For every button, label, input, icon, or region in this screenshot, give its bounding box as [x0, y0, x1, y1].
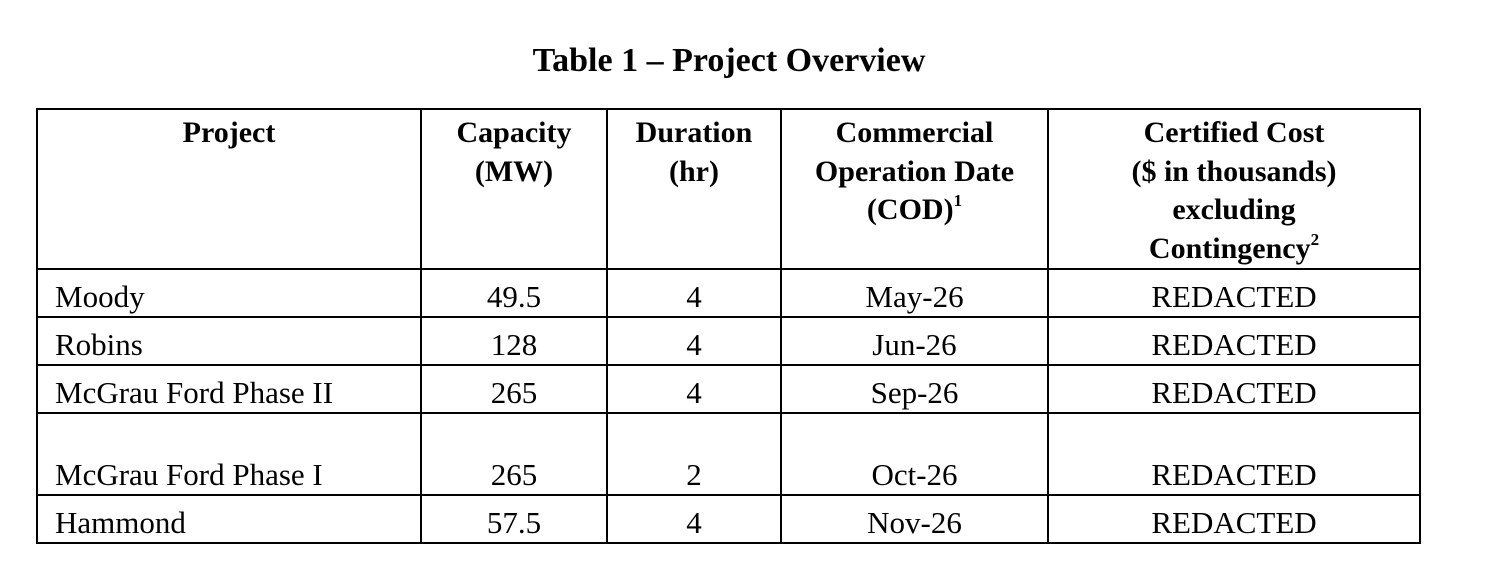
- footnote-marker: 1: [953, 191, 963, 210]
- header-capacity: Capacity (MW): [420, 108, 608, 270]
- cost-cell: REDACTED: [1047, 364, 1421, 414]
- capacity-cell: 265: [420, 412, 608, 496]
- project-cell: McGrau Ford Phase II: [36, 364, 422, 414]
- header-line: (MW): [474, 154, 554, 188]
- table-row: Robins 128 4 Jun-26 REDACTED: [36, 316, 1421, 366]
- capacity-cell: 57.5: [420, 494, 608, 544]
- header-line: ($ in thousands): [1131, 154, 1337, 188]
- cost-cell: REDACTED: [1047, 412, 1421, 496]
- capacity-cell: 265: [420, 364, 608, 414]
- header-line: Operation Date: [814, 154, 1015, 188]
- table-row: Hammond 57.5 4 Nov-26 REDACTED: [36, 494, 1421, 544]
- table-row: McGrau Ford Phase I 265 2 Oct-26 REDACTE…: [36, 412, 1421, 496]
- header-line: Duration: [635, 116, 753, 149]
- cod-cell: Sep-26: [780, 364, 1049, 414]
- header-cod: Commercial Operation Date (COD)1: [780, 108, 1049, 270]
- project-cell: Moody: [36, 268, 422, 318]
- cost-cell: REDACTED: [1047, 268, 1421, 318]
- header-project: Project: [36, 108, 422, 270]
- table-title: Table 1 – Project Overview: [532, 42, 926, 79]
- table-row: McGrau Ford Phase II 265 4 Sep-26 REDACT…: [36, 364, 1421, 414]
- duration-cell: 4: [606, 316, 782, 366]
- duration-cell: 4: [606, 494, 782, 544]
- table-row: Moody 49.5 4 May-26 REDACTED: [36, 268, 1421, 318]
- cod-cell: May-26: [780, 268, 1049, 318]
- header-line: excluding: [1172, 193, 1296, 226]
- project-cell: McGrau Ford Phase I: [36, 412, 422, 496]
- header-line: Contingency: [1148, 231, 1311, 265]
- footnote-marker: 2: [1310, 229, 1320, 249]
- cost-cell: REDACTED: [1047, 494, 1421, 544]
- project-cell: Robins: [36, 316, 422, 366]
- header-line: Capacity: [456, 116, 572, 149]
- header-certified-cost: Certified Cost ($ in thousands) excludin…: [1047, 108, 1421, 270]
- header-line: Project: [182, 116, 276, 149]
- header-duration: Duration (hr): [606, 108, 782, 270]
- cost-cell: REDACTED: [1047, 316, 1421, 366]
- project-cell: Hammond: [36, 494, 422, 544]
- duration-cell: 4: [606, 268, 782, 318]
- cod-cell: Oct-26: [780, 412, 1049, 496]
- header-line: Certified Cost: [1143, 116, 1325, 149]
- capacity-cell: 128: [420, 316, 608, 366]
- header-line: (hr): [669, 154, 719, 188]
- duration-cell: 2: [606, 412, 782, 496]
- duration-cell: 4: [606, 364, 782, 414]
- cod-cell: Jun-26: [780, 316, 1049, 366]
- project-overview-table: Project Capacity (MW) Duration (hr) Comm…: [36, 108, 1421, 544]
- header-row: Project Capacity (MW) Duration (hr) Comm…: [36, 108, 1421, 270]
- cod-cell: Nov-26: [780, 494, 1049, 544]
- header-line: Commercial: [835, 116, 994, 149]
- capacity-cell: 49.5: [420, 268, 608, 318]
- header-line: (COD): [866, 193, 954, 226]
